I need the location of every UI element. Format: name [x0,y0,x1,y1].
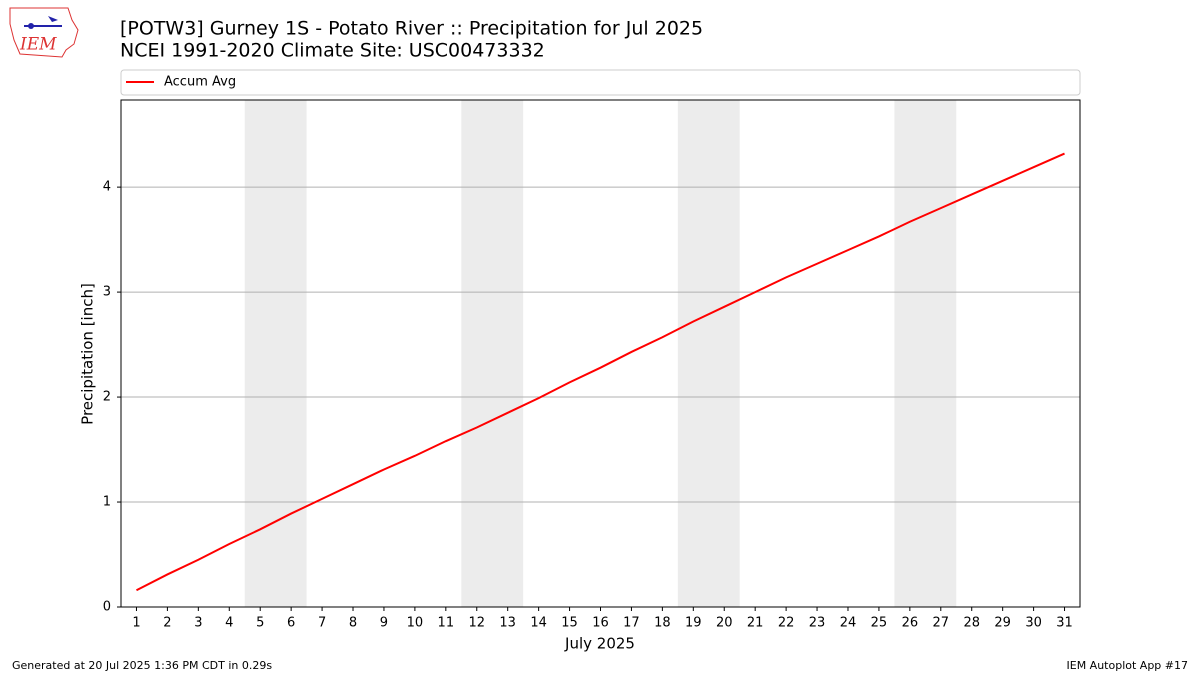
x-tick-label: 22 [778,616,795,631]
x-tick-label: 28 [963,616,980,631]
x-tick-label: 17 [623,616,640,631]
x-tick-label: 3 [194,616,202,631]
x-tick-label: 30 [1025,616,1042,631]
x-tick-label: 27 [933,616,950,631]
x-tick-label: 13 [499,616,516,631]
x-tick-label: 29 [994,616,1011,631]
x-tick-label: 2 [163,616,171,631]
x-tick-label: 15 [561,616,578,631]
x-tick-label: 7 [318,616,326,631]
x-tick-label: 18 [654,616,671,631]
weekend-band [677,100,740,607]
x-tick-label: 4 [225,616,233,631]
x-tick-label: 23 [809,616,826,631]
x-tick-label: 10 [407,616,424,631]
weekend-band [244,100,307,607]
chart-subtitle: NCEI 1991-2020 Climate Site: USC00473332 [120,40,545,62]
x-tick-label: 26 [902,616,919,631]
x-tick-label: 31 [1056,616,1073,631]
x-tick-label: 16 [592,616,609,631]
y-tick-label: 1 [103,495,111,510]
legend-label: Accum Avg [164,75,236,90]
weekend-band [461,100,524,607]
x-tick-label: 21 [747,616,764,631]
y-tick-label: 0 [103,600,111,615]
x-tick-label: 8 [349,616,357,631]
weekend-band [894,100,957,607]
x-tick-label: 20 [716,616,733,631]
x-tick-label: 14 [530,616,547,631]
y-tick-label: 2 [103,390,111,405]
x-tick-label: 6 [287,616,295,631]
y-tick-label: 4 [103,180,111,195]
x-tick-label: 24 [840,616,857,631]
x-tick-label: 11 [438,616,455,631]
y-tick-label: 3 [103,285,111,300]
data-line [136,152,1065,592]
x-tick-label: 1 [132,616,140,631]
x-tick-label: 25 [871,616,888,631]
legend-box [120,69,1081,96]
y-axis-label: Precipitation [inch] [79,283,97,425]
x-axis-label: July 2025 [564,635,635,653]
x-tick-label: 5 [256,616,264,631]
x-tick-label: 12 [468,616,485,631]
logo-text: IEM [19,35,57,55]
x-tick-label: 19 [685,616,702,631]
plot-frame [120,99,1081,608]
footer-right: IEM Autoplot App #17 [1067,659,1189,672]
logo: IEM [9,7,79,58]
x-tick-label: 9 [380,616,388,631]
footer-left: Generated at 20 Jul 2025 1:36 PM CDT in … [12,659,272,672]
chart-title: [POTW3] Gurney 1S - Potato River :: Prec… [120,18,703,40]
